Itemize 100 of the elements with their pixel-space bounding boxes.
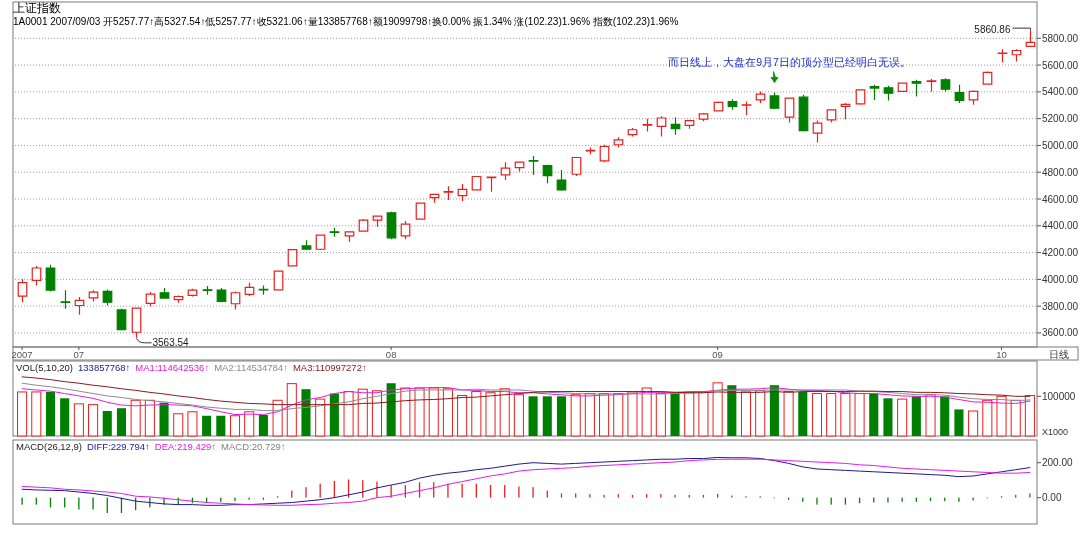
- candlestick: [571, 156, 582, 177]
- annotation: 5860.86: [974, 23, 1011, 35]
- bar: [88, 404, 99, 437]
- bar: [45, 391, 56, 436]
- candlestick: [812, 119, 823, 144]
- bar: [627, 391, 638, 437]
- bar: [343, 391, 354, 437]
- candlestick: [627, 127, 638, 138]
- annotation: MACD:20.729↑: [221, 440, 286, 452]
- x-tick-label: 07: [73, 349, 85, 360]
- candlestick: [230, 290, 241, 311]
- y-tick-label: 5400.00: [1042, 86, 1079, 98]
- candlestick: [287, 248, 298, 267]
- candlestick: [599, 144, 610, 163]
- candlestick: [173, 294, 184, 304]
- bar: [386, 383, 396, 436]
- bar: [826, 393, 837, 437]
- bar: [400, 387, 411, 437]
- bar: [471, 391, 482, 437]
- candlestick: [301, 239, 312, 251]
- candlestick: [670, 116, 681, 136]
- y-tick-label: 4600.00: [1042, 193, 1079, 205]
- annotation: 3563.54: [152, 337, 190, 349]
- candlestick: [755, 90, 766, 104]
- candlestick: [997, 48, 1008, 64]
- bar: [840, 393, 851, 437]
- candlestick: [500, 161, 511, 181]
- candlestick: [542, 164, 553, 184]
- bar: [570, 394, 581, 437]
- bar: [159, 402, 169, 436]
- bar: [202, 415, 212, 436]
- bar: [542, 396, 552, 436]
- bar: [940, 396, 950, 436]
- chart-title: 上证指数: [13, 1, 61, 15]
- bar: [670, 392, 680, 436]
- bar: [31, 391, 42, 437]
- y-tick-label: 5600.00: [1042, 59, 1079, 71]
- y-tick-label: 100000: [1042, 390, 1076, 402]
- candlestick: [684, 119, 695, 130]
- candlestick: [145, 291, 156, 307]
- bar: [869, 393, 879, 436]
- bar: [996, 395, 1007, 437]
- candlestick: [273, 270, 284, 291]
- text: 1A0001 2007/09/03 开5257.77↑高5327.54↑低5257.77↑收5321.06↑量133857768↑额19099798↑换0.00% 振1.34% 涨(102.23)1.96% 指数(102.23)1.96%: [13, 16, 679, 27]
- candlestick: [329, 227, 340, 238]
- annotation: 133857768↑: [78, 361, 131, 373]
- candlestick: [131, 307, 142, 339]
- bar: [925, 394, 936, 437]
- candlestick: [911, 79, 922, 98]
- candlestick: [202, 285, 213, 296]
- text: DIFF:229.794↑: [87, 440, 150, 452]
- candlestick: [741, 100, 752, 116]
- candlestick: [656, 115, 667, 138]
- bar: [613, 393, 624, 437]
- candlestick: [102, 288, 113, 307]
- bar: [216, 415, 226, 436]
- text: MA1:114642536↑: [135, 361, 210, 373]
- candlestick: [471, 175, 482, 191]
- annotation: 而日线上，大盘在9月7日的顶分型已经明白无误。: [668, 55, 911, 68]
- bar: [641, 387, 652, 437]
- candlestick: [784, 96, 795, 124]
- bar: [584, 393, 595, 437]
- bar: [1010, 399, 1021, 437]
- bar: [883, 398, 893, 436]
- bar: [911, 396, 921, 436]
- candlestick: [159, 287, 170, 300]
- text: MA2:114534784↑: [214, 361, 288, 373]
- bar: [17, 391, 28, 437]
- bar: [783, 391, 794, 437]
- candlestick: [358, 218, 369, 232]
- chart-title: MACD(26,12,9): [16, 440, 82, 452]
- y-tick-label: 200.00: [1042, 457, 1074, 469]
- candlestick: [826, 108, 837, 124]
- bar: [286, 383, 297, 437]
- candlestick: [968, 89, 979, 106]
- candlestick: [1011, 48, 1022, 63]
- bar: [897, 398, 908, 437]
- candlestick: [116, 308, 127, 331]
- candlestick: [74, 296, 85, 316]
- candlestick: [258, 284, 269, 296]
- candlestick: [372, 215, 383, 228]
- candlestick: [443, 185, 454, 201]
- y-tick-label: 3600.00: [1042, 327, 1079, 339]
- bar: [982, 399, 993, 437]
- bar: [798, 391, 808, 436]
- bar: [144, 399, 155, 437]
- bar: [954, 409, 964, 436]
- y-tick-label: 5000.00: [1042, 139, 1079, 151]
- x-tick-label: 08: [385, 349, 397, 360]
- y-axis-title: X1000: [1042, 427, 1069, 437]
- candlestick: [769, 91, 780, 110]
- y-tick-label: 5800.00: [1042, 32, 1079, 44]
- candlestick: [187, 288, 198, 298]
- bar: [712, 382, 723, 437]
- candlestick: [457, 183, 468, 202]
- candlestick: [883, 85, 894, 102]
- candlestick: [940, 77, 951, 93]
- candlestick: [798, 94, 809, 133]
- candlestick: [315, 234, 326, 251]
- bar: [102, 411, 112, 436]
